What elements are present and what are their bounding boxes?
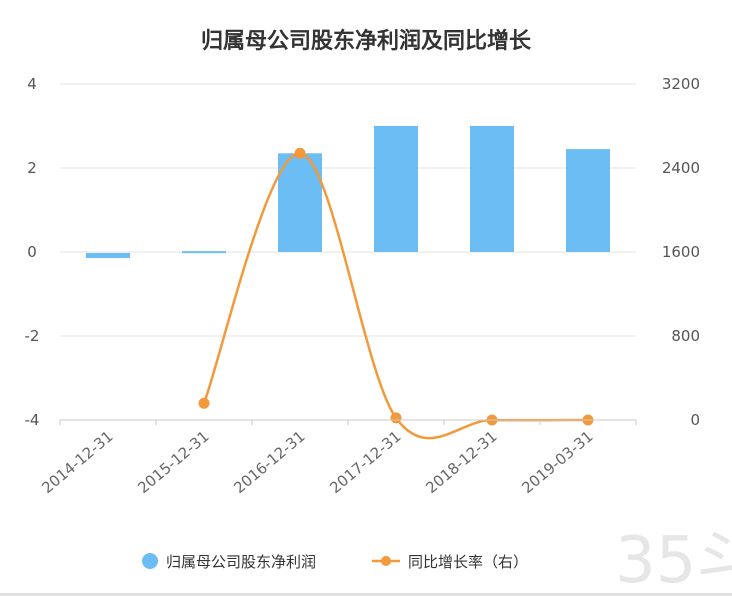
y-right-tick-label: 800: [671, 327, 700, 345]
bar: [182, 251, 226, 254]
y-right-tick-label: 2400: [662, 159, 700, 177]
legend-line-label: 同比增长率（右）: [408, 553, 528, 571]
y-left-tick-label: 2: [27, 159, 37, 177]
legend-bar-label: 归属母公司股东净利润: [166, 553, 316, 571]
bar: [470, 126, 514, 252]
growth-point: [294, 147, 306, 159]
legend: 归属母公司股东净利润 同比增长率（右）: [142, 553, 528, 571]
y-left-tick-label: -2: [25, 327, 40, 345]
growth-point: [198, 397, 210, 409]
chart-title: 归属母公司股东净利润及同比增长: [201, 28, 532, 54]
x-tick-label: 2015-12-31: [134, 427, 212, 497]
bar-layer: [86, 126, 610, 259]
legend-bar-swatch: [142, 553, 158, 569]
bar: [374, 126, 418, 252]
legend-line-marker: [381, 556, 391, 566]
growth-point: [390, 412, 402, 424]
y-left-tick-label: -4: [25, 411, 40, 429]
y-left-tick-label: 0: [27, 243, 37, 261]
x-tick-label: 2017-12-31: [326, 427, 404, 497]
x-tick-label: 2019-03-31: [518, 427, 596, 497]
axis-layer: -4 -2 0 2 4 0 800 1600 2400 3200 2014-12-31 2015-12…: [25, 75, 700, 497]
y-left-tick-label: 4: [27, 75, 37, 93]
x-tick-label: 2016-12-31: [230, 427, 308, 497]
y-right-tick-label: 3200: [662, 75, 700, 93]
y-right-tick-label: 1600: [662, 243, 700, 261]
grid-layer: [60, 83, 636, 337]
bar: [86, 253, 130, 259]
x-tick-label: 2014-12-31: [38, 427, 116, 497]
bar: [566, 149, 610, 252]
watermark-logo: 35斗: [615, 524, 732, 596]
y-right-tick-label: 0: [690, 411, 700, 429]
bottom-divider: [0, 593, 732, 596]
